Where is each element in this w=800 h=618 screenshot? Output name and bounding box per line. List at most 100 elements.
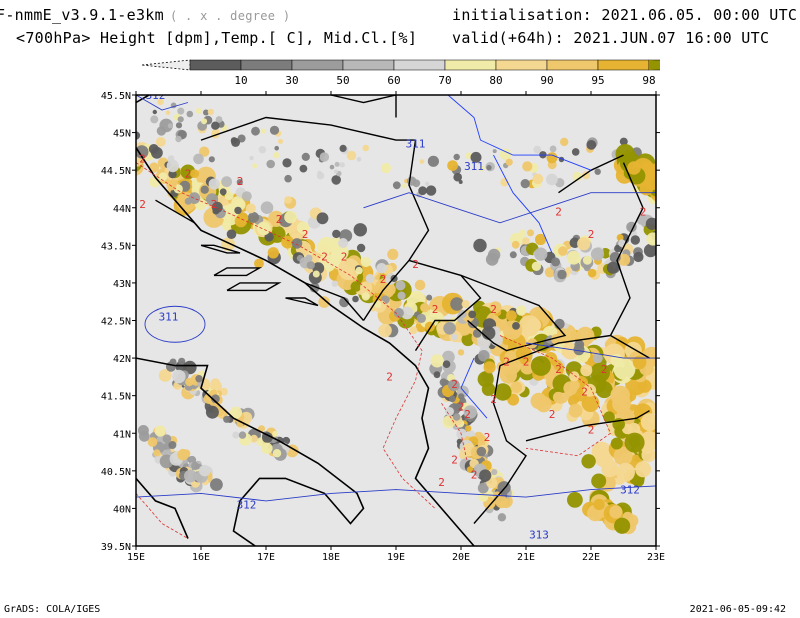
cloud-cover-patch [156,126,167,136]
cloud-cover-patch [328,237,343,252]
cloud-cover-patch [485,311,507,333]
cloud-cover-patch [622,511,634,523]
cloud-cover-patch [497,513,507,522]
cloud-cover-patch [473,300,486,314]
cloud-cover-patch [491,487,502,498]
cloud-cover-patch [636,177,644,185]
cloud-cover-patch [516,305,527,316]
cloud-cover-patch [609,252,621,263]
cloud-cover-patch [479,461,489,471]
cloud-cover-patch [608,405,620,417]
lat-label: 41N [113,429,131,440]
cloud-cover-patch [362,283,376,297]
cloud-cover-patch [346,150,357,161]
cloud-cover-patch [610,437,623,450]
cloud-cover-patch [587,356,599,368]
cloud-cover-patch [512,322,520,330]
cloud-cover-patch [319,152,330,162]
cloud-cover-patch [212,394,223,406]
cloud-cover-patch [493,504,500,511]
cloud-cover-patch [648,421,656,437]
cloud-cover-patch [345,277,357,289]
cloud-cover-patch [355,278,366,289]
cloud-cover-patch [648,178,656,197]
cloud-cover-patch [638,180,653,195]
cloud-cover-patch [638,447,652,461]
cloud-cover-patch [167,123,173,129]
cloud-cover-patch [611,395,631,415]
cloud-cover-patch [528,163,539,173]
cloud-cover-patch [302,249,319,266]
cloud-cover-patch [603,503,623,524]
cloud-cover-patch [184,469,197,483]
cloud-cover-patch [449,384,459,394]
cloud-cover-patch [488,341,496,350]
cloud-cover-patch [179,467,189,476]
cloud-cover-patch [155,436,165,446]
cloud-cover-patch [569,329,581,341]
cloud-cover-patch [464,443,474,454]
cloud-cover-patch [182,463,190,471]
cloud-cover-patch [590,362,610,383]
cloud-cover-patch [515,334,529,349]
cloud-cover-patch [609,505,623,519]
cloud-cover-patch [232,431,240,439]
temp-contour-label: 2 [185,168,192,181]
cloud-cover-patch [203,384,213,394]
cloud-cover-patch [167,187,178,198]
cloud-cover-patch [624,357,641,373]
cloud-cover-patch [234,199,246,211]
cloud-cover-patch [460,314,474,328]
model-title: F-nmmE_v3.9.1-e3km ( . x . degree ) [0,6,290,24]
country-border [460,274,567,352]
cloud-cover-patch [229,192,251,213]
cloud-cover-patch [503,334,520,350]
cloud-cover-patch [583,383,597,397]
cloud-cover-patch [624,164,635,175]
cloud-cover-patch [458,393,465,400]
cloud-cover-patch [201,478,209,486]
cloud-cover-patch [604,382,615,393]
cloud-cover-patch [648,193,656,204]
cloud-cover-patch [136,142,152,162]
cloud-cover-patch [581,454,596,469]
cloud-cover-patch [605,382,616,393]
cloud-cover-patch [624,344,639,359]
cloud-cover-patch [618,253,631,266]
cloud-cover-patch [164,163,182,181]
cloud-cover-patch [147,437,158,447]
cloud-cover-patch [269,434,278,444]
cloud-cover-patch [614,516,632,533]
cloud-cover-patch [215,390,223,397]
cloud-cover-patch [541,387,560,406]
cloud-cover-patch [175,361,187,373]
cloud-cover-patch [203,393,215,404]
cloud-cover-patch [630,162,644,176]
lat-label: 44.5N [101,166,131,177]
lon-label: 17E [257,552,275,563]
cloud-cover-patch [457,349,465,356]
cloud-cover-patch [358,281,380,304]
cloud-cover-patch [150,115,159,124]
country-border [473,365,527,524]
cloud-cover-patch [518,386,530,398]
cloud-cover-patch [379,264,392,278]
cloud-cover-patch [613,358,636,381]
temp-contour-label: 2 [555,205,562,218]
cloud-cover-patch [508,307,518,317]
cloud-cover-patch [168,435,178,446]
cloud-cover-patch [612,362,633,384]
cloud-cover-patch [176,473,186,483]
colorbar-swatch [495,59,548,71]
cloud-cover-patch [520,359,535,375]
cloud-cover-patch [559,332,572,344]
cloud-cover-patch [466,466,474,473]
cloud-cover-patch [356,156,362,162]
cloud-cover-patch [635,159,655,179]
cloud-cover-patch [632,163,640,171]
cloud-cover-patch [607,260,621,274]
cloud-cover-patch [318,244,332,258]
lat-label: 40.5N [101,467,131,478]
cloud-cover-patch [436,321,450,335]
cloud-cover-patch [503,162,509,169]
